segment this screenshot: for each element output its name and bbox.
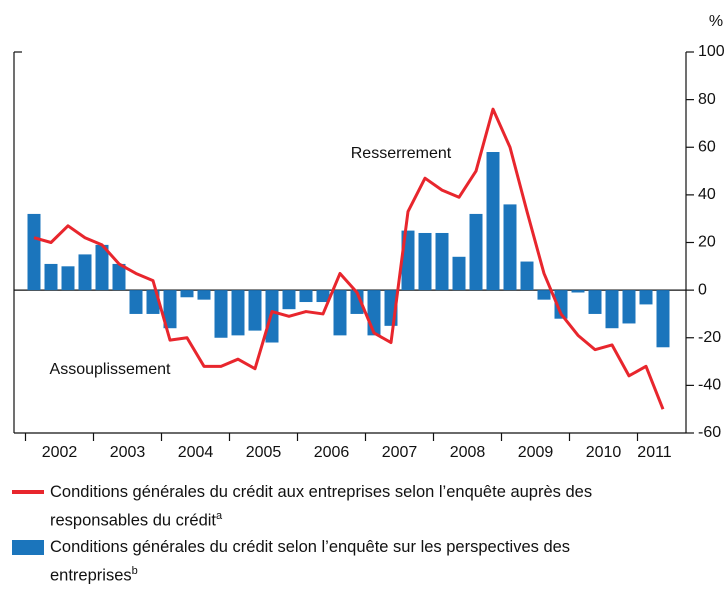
bar [163, 290, 177, 329]
x-tick-label: 2005 [246, 444, 282, 461]
bar [231, 290, 245, 336]
y-tick-label: -20 [698, 329, 721, 346]
bar [129, 290, 143, 314]
bar [78, 254, 92, 291]
bar [95, 244, 109, 291]
x-tick-label: 2004 [178, 444, 214, 461]
x-tick-label: 2002 [42, 444, 78, 461]
bar [367, 290, 381, 336]
x-tick-label: 2010 [586, 444, 622, 461]
y-tick-label: 60 [698, 138, 716, 155]
bar [622, 290, 636, 324]
bar [639, 290, 653, 305]
legend-swatch [12, 490, 44, 494]
x-tick-label: 2003 [110, 444, 146, 461]
bar [435, 232, 449, 291]
bar [299, 290, 313, 303]
bar [418, 232, 432, 291]
bar [656, 290, 670, 348]
y-tick-label: -40 [698, 377, 721, 394]
legend-item: Conditions générales du crédit aux entre… [12, 480, 652, 533]
legend-note: a [216, 510, 223, 522]
legend-note: b [131, 564, 138, 577]
bar [44, 263, 58, 291]
bar [214, 290, 228, 338]
x-tick-label: 2011 [637, 444, 672, 461]
y-unit: % [709, 13, 723, 30]
bar [469, 213, 483, 291]
bar [571, 290, 585, 293]
bar [316, 290, 330, 303]
bar [61, 266, 75, 291]
bar [503, 204, 517, 291]
legend-item: Conditions générales du crédit selon l’e… [12, 535, 652, 588]
bar [520, 261, 534, 291]
y-tick-label: 100 [698, 43, 725, 60]
annotation: Assouplissement [50, 361, 172, 378]
bar [350, 290, 364, 314]
bar [605, 290, 619, 329]
legend-label: Conditions générales du crédit aux entre… [50, 483, 593, 530]
bar [588, 290, 602, 314]
bar [248, 290, 262, 331]
chart: % Resserrement Assouplissement -60 -40 -20… [13, 13, 725, 461]
y-tick-label: 40 [698, 186, 716, 203]
y-tick-label: 20 [698, 234, 716, 251]
bar [554, 290, 568, 319]
bar [112, 263, 126, 291]
x-tick-label: 2006 [314, 444, 350, 461]
bar [27, 213, 41, 291]
x-tick-label: 2009 [518, 444, 554, 461]
bar [333, 290, 347, 336]
annotation: Resserrement [351, 145, 452, 162]
bar [537, 290, 551, 300]
legend-label: Conditions générales du crédit selon l’e… [50, 537, 571, 585]
bar [197, 290, 211, 300]
y-tick-label: 0 [698, 281, 707, 298]
page: % Resserrement Assouplissement -60 -40 -20… [12, 13, 725, 584]
legend: Conditions générales du crédit aux entre… [12, 480, 652, 589]
y-tick-label: -60 [698, 424, 721, 441]
x-tick-label: 2008 [450, 444, 486, 461]
legend-swatch [12, 539, 44, 555]
bar [452, 256, 466, 291]
bar [486, 152, 500, 291]
y-tick-label: 80 [698, 91, 716, 108]
bar [180, 290, 194, 298]
line [33, 107, 665, 410]
bar [282, 290, 296, 310]
x-tick-label: 2007 [382, 444, 418, 461]
